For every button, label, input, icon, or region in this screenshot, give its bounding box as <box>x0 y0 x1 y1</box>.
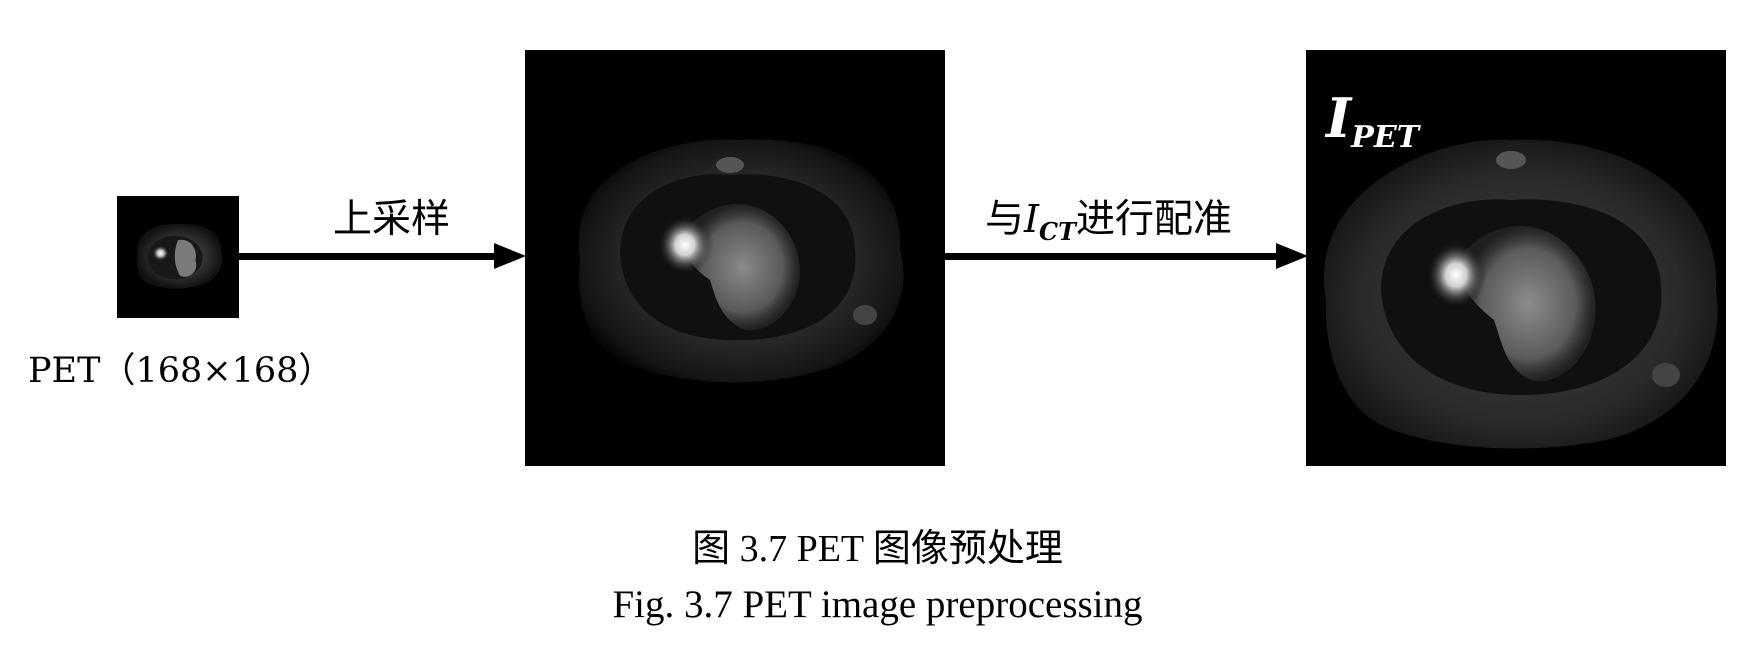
upsample-label: 上采样 <box>333 197 451 242</box>
ipet-subscript: PET <box>1351 120 1420 155</box>
pet-small-scan-image <box>117 196 239 318</box>
ipet-label: IPET <box>1326 86 1419 155</box>
register-symbol: I <box>1024 197 1040 241</box>
register-subscript: CT <box>1039 217 1076 246</box>
ipet-symbol: I <box>1326 86 1352 150</box>
register-with-ct-label: 与ICT进行配准 <box>985 188 1232 246</box>
register-prefix: 与 <box>985 197 1025 242</box>
pet-registered-scan-image: IPET <box>1306 50 1726 466</box>
figure-caption-chinese: 图 3.7 PET 图像预处理 <box>692 528 1063 570</box>
register-suffix: 进行配准 <box>1076 197 1233 242</box>
pet-upsampled-scan-image <box>525 50 945 466</box>
figure-caption-english: Fig. 3.7 PET image preprocessing <box>612 583 1143 626</box>
pet-size-label: PET（168×168） <box>28 351 334 391</box>
